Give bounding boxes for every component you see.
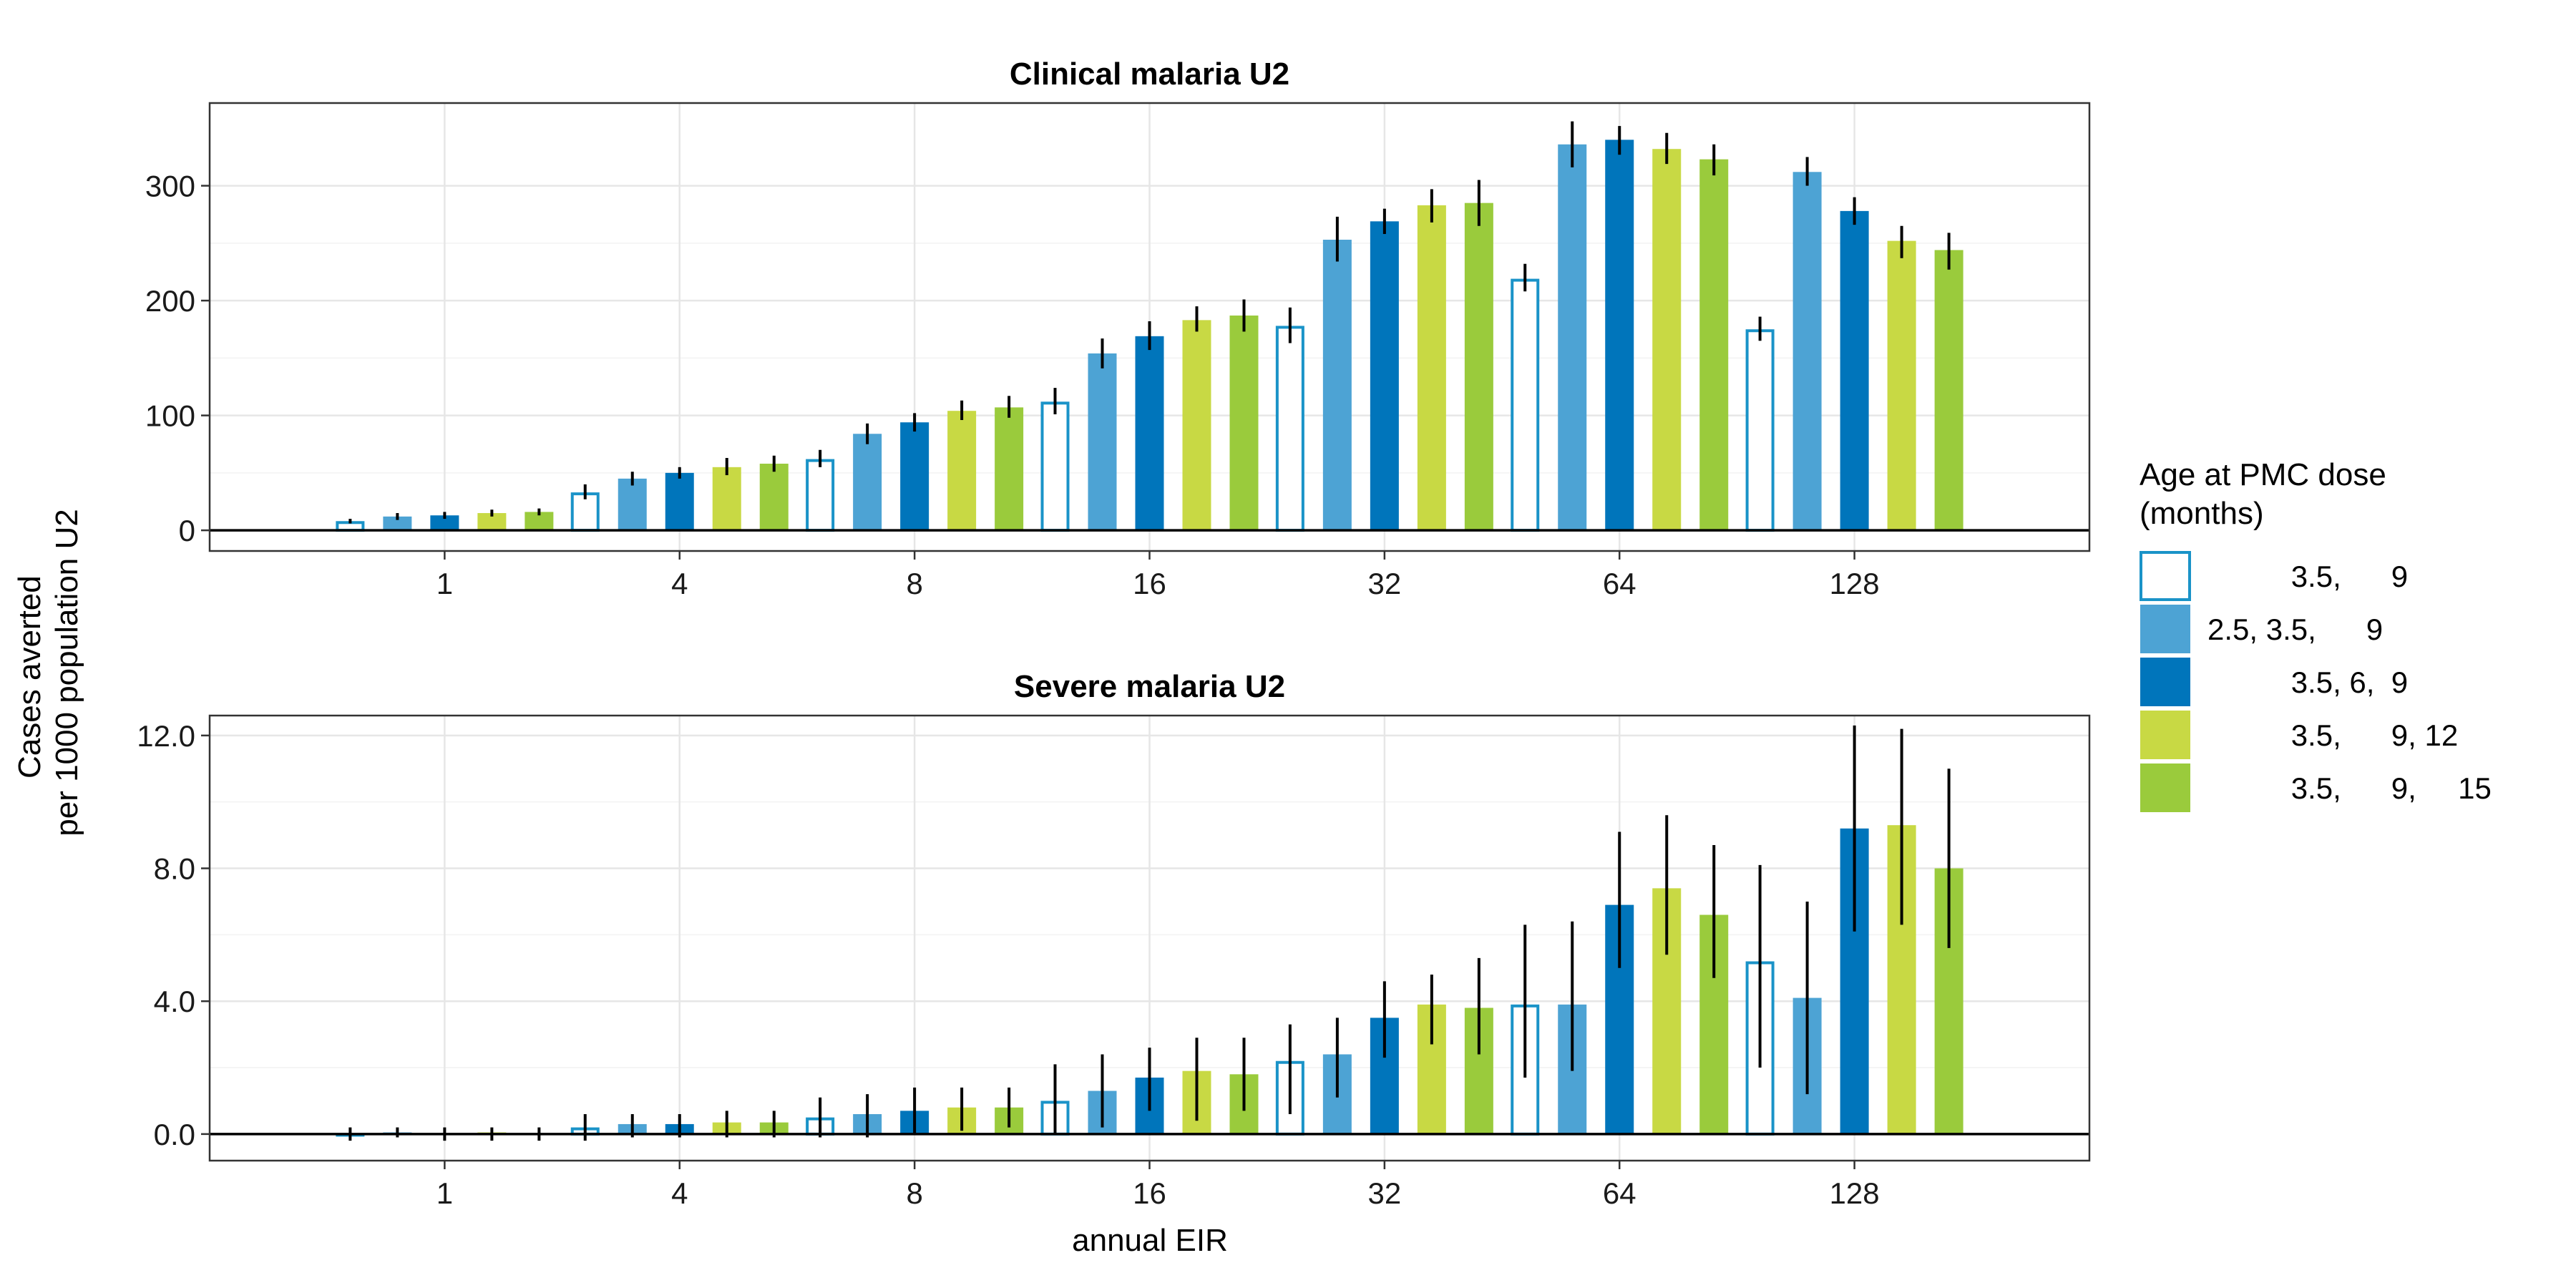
legend-title-line-2: (months): [2140, 496, 2264, 531]
y-tick-label: 0: [179, 514, 195, 547]
legend-key: [2139, 656, 2192, 708]
y-tick-label: 100: [145, 399, 195, 433]
y-axis-title-line-2: per 1000 population U2: [49, 509, 84, 836]
y-tick-label: 12.0: [137, 719, 195, 753]
panel-clinical: Clinical malaria U2 0 100 200 300 1 4 8 16 32 64 12…: [145, 57, 2091, 600]
bar: [995, 407, 1024, 531]
bar: [1135, 336, 1164, 531]
legend-item: 3.5, 9: [2140, 551, 2408, 601]
x-tick-label: 1: [436, 567, 453, 600]
y-tick-label: 200: [145, 284, 195, 318]
x-tick-label: 1: [436, 1176, 453, 1210]
bar: [1934, 250, 1963, 531]
x-tick-label: 128: [1830, 1176, 1880, 1210]
bar: [900, 422, 930, 531]
bar: [853, 434, 882, 531]
x-tick-label: 16: [1133, 567, 1166, 600]
bar: [1182, 320, 1211, 531]
bar: [1275, 326, 1304, 532]
x-tick-label: 32: [1368, 567, 1402, 600]
bar: [1511, 278, 1540, 532]
bar: [1040, 401, 1070, 532]
bar: [1605, 140, 1634, 531]
bar: [383, 516, 412, 531]
y-tick-label: 4.0: [154, 985, 195, 1018]
y-axis-title-line-1: Cases averted: [12, 575, 47, 779]
x-axis-title: annual EIR: [1072, 1223, 1228, 1258]
x-tick-label: 8: [906, 567, 922, 600]
y-tick-label: 8.0: [154, 852, 195, 886]
x-tick-label: 4: [671, 1176, 688, 1210]
bar: [1699, 159, 1729, 531]
bar: [1558, 144, 1587, 531]
bar: [1464, 203, 1493, 531]
legend-items: 3.5, 9 2.5, 3.5, 9 3.5, 6, 9 3.5, 9, 12 3…: [2139, 551, 2492, 814]
legend-key: [2140, 551, 2191, 601]
x-tick-label: 8: [906, 1176, 922, 1210]
legend-title-line-1: Age at PMC dose: [2140, 457, 2386, 492]
bar: [1887, 240, 1916, 531]
bar: [1417, 205, 1446, 531]
panel-title: Clinical malaria U2: [1010, 57, 1289, 92]
x-tick-label: 64: [1603, 1176, 1636, 1210]
bar: [806, 459, 835, 532]
bar: [430, 515, 459, 531]
legend-label: 3.5, 9, 12: [2207, 718, 2458, 752]
x-tick-label: 128: [1830, 567, 1880, 600]
bar: [1745, 329, 1775, 532]
y-tick-label: 0.0: [154, 1118, 195, 1151]
chart-panels: Clinical malaria U2 0 100 200 300 1 4 8 16 32 64 12…: [137, 57, 2091, 1210]
legend-label: 3.5, 9, 15: [2207, 771, 2492, 805]
panel-title: Severe malaria U2: [1014, 669, 1285, 704]
bar: [1792, 172, 1822, 531]
legend: Age at PMC dose (months) 3.5, 9 2.5, 3.5,…: [2139, 457, 2492, 814]
bar: [1652, 149, 1682, 531]
bar: [1322, 240, 1352, 531]
x-tick-label: 4: [671, 567, 688, 600]
bar: [1088, 353, 1117, 531]
x-tick-label: 16: [1133, 1176, 1166, 1210]
legend-label: 3.5, 6, 9: [2207, 665, 2408, 699]
legend-item: 3.5, 9, 15: [2139, 762, 2492, 814]
bar: [570, 492, 600, 532]
bar: [1229, 315, 1259, 531]
y-tick-label: 300: [145, 170, 195, 203]
legend-item: 3.5, 9, 12: [2139, 709, 2458, 761]
legend-key: [2139, 603, 2192, 655]
bar: [665, 472, 694, 531]
legend-key: [2139, 762, 2192, 814]
legend-label: 3.5, 9: [2207, 560, 2408, 593]
bar: [618, 478, 647, 531]
bar: [712, 467, 741, 531]
legend-key: [2139, 709, 2192, 761]
bar: [947, 411, 977, 531]
panel-severe: Severe malaria U2 0.0 4.0 8.0 12.0 1 4 8 16 32 64 1…: [137, 669, 2091, 1210]
legend-item: 3.5, 6, 9: [2139, 656, 2408, 708]
legend-label: 2.5, 3.5, 9: [2207, 613, 2383, 646]
bar: [759, 464, 789, 531]
x-tick-label: 64: [1603, 567, 1636, 600]
legend-item: 2.5, 3.5, 9: [2139, 603, 2383, 655]
y-axis-title: Cases averted per 1000 population U2: [12, 509, 84, 836]
bar: [1370, 221, 1399, 531]
bar: [1840, 210, 1869, 531]
x-tick-label: 32: [1368, 1176, 1402, 1210]
